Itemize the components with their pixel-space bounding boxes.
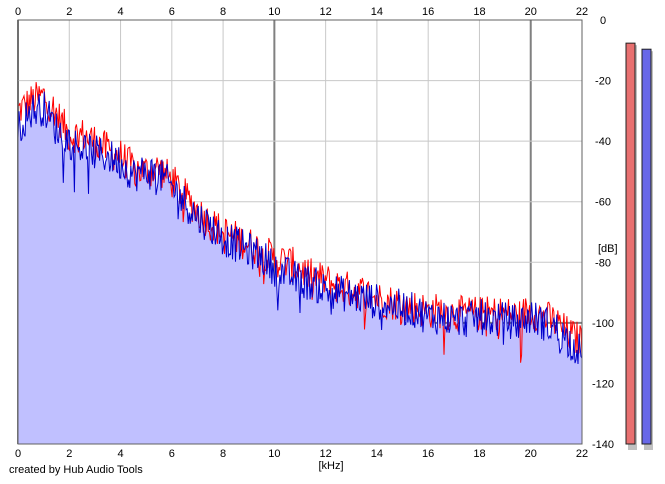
y-tick-labels: 0 -20 -40 -60 -80 -100 -120 -140 — [592, 15, 614, 451]
x-tick-label: 2 — [66, 448, 72, 460]
y-tick-label: -20 — [595, 76, 611, 88]
x-tick-label: 16 — [422, 448, 434, 460]
x-tick-label: 14 — [371, 448, 383, 460]
x-tick-label: 18 — [473, 448, 485, 460]
level-meter-r — [641, 48, 652, 445]
x-tick-label: 2 — [66, 6, 72, 18]
plot-frame — [17, 19, 583, 445]
y-tick-label: -80 — [595, 257, 611, 269]
x-tick-label: 4 — [117, 448, 123, 460]
y-tick-label: -140 — [592, 439, 614, 451]
x-tick-label: 14 — [371, 6, 383, 18]
x-tick-label: 8 — [220, 6, 226, 18]
x-tick-label: 0 — [15, 6, 21, 18]
credit-text: created by Hub Audio Tools — [9, 464, 143, 476]
x-tick-label: 22 — [576, 448, 588, 460]
y-tick-label: -120 — [592, 378, 614, 390]
x-tick-label: 6 — [169, 6, 175, 18]
x-tick-label: 10 — [268, 448, 280, 460]
y-axis-label: [dB] — [598, 243, 618, 255]
x-tick-label: 12 — [320, 6, 332, 18]
y-tick-label: -100 — [592, 318, 614, 330]
series-lines — [17, 82, 583, 365]
x-tick-label: 12 — [320, 448, 332, 460]
y-tick-label: 0 — [600, 15, 606, 27]
x-tick-label: 4 — [117, 6, 123, 18]
x-tick-label: 18 — [473, 6, 485, 18]
series-line-r — [17, 91, 583, 365]
x-tick-label: 16 — [422, 6, 434, 18]
y-tick-label: -40 — [595, 136, 611, 148]
x-axis-label: [kHz] — [318, 460, 343, 472]
spectrum-fill-area — [18, 91, 582, 444]
x-tick-label: 0 — [15, 448, 21, 460]
x-tick-label: 20 — [525, 6, 537, 18]
y-tick-label: -60 — [595, 197, 611, 209]
x-tick-label: 8 — [220, 448, 226, 460]
x-tick-labels: 0 2 4 6 8 10 12 14 16 18 20 22 0 2 4 6 8 10 12 14 16 18 20 22 — [15, 6, 588, 460]
x-tick-label: 22 — [576, 6, 588, 18]
x-tick-label: 6 — [169, 448, 175, 460]
level-meter-l — [625, 42, 636, 445]
x-tick-label: 20 — [525, 448, 537, 460]
level-meters — [625, 42, 653, 451]
x-tick-label: 10 — [268, 6, 280, 18]
